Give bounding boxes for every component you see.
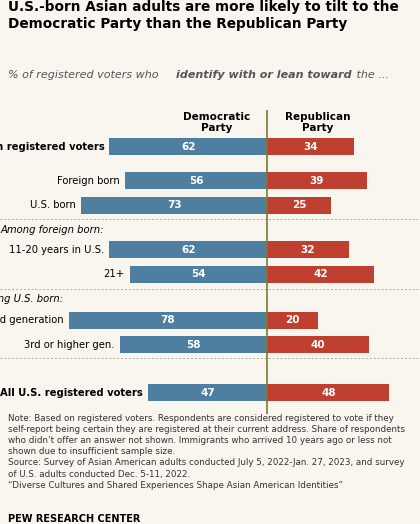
Bar — [267, 196, 331, 214]
Bar — [69, 312, 267, 329]
Text: 62: 62 — [181, 142, 196, 152]
Bar — [267, 312, 318, 329]
Text: 62: 62 — [181, 245, 196, 255]
Text: Republican
Party: Republican Party — [286, 112, 351, 133]
Text: 56: 56 — [189, 176, 203, 185]
Bar — [125, 172, 267, 189]
Text: identify with or lean toward: identify with or lean toward — [176, 70, 352, 80]
Text: All Asian registered voters: All Asian registered voters — [0, 142, 104, 152]
Text: 2nd generation: 2nd generation — [0, 315, 64, 325]
Text: 21+: 21+ — [104, 269, 125, 279]
Bar — [267, 266, 374, 283]
Text: U.S. born: U.S. born — [31, 200, 76, 210]
Bar — [148, 384, 267, 401]
Text: Foreign born: Foreign born — [57, 176, 120, 185]
Bar — [267, 241, 349, 258]
Text: the ...: the ... — [353, 70, 389, 80]
Text: Among U.S. born:: Among U.S. born: — [0, 294, 64, 304]
Bar — [110, 241, 267, 258]
Text: 39: 39 — [310, 176, 324, 185]
Bar — [267, 138, 354, 155]
Bar — [81, 196, 267, 214]
Bar — [130, 266, 267, 283]
Text: 42: 42 — [313, 269, 328, 279]
Text: 20: 20 — [286, 315, 300, 325]
Text: 34: 34 — [303, 142, 318, 152]
Bar — [267, 336, 369, 353]
Text: 25: 25 — [292, 200, 306, 210]
Text: 78: 78 — [161, 315, 175, 325]
Text: U.S.-born Asian adults are more likely to tilt to the
Democratic Party than the : U.S.-born Asian adults are more likely t… — [8, 0, 399, 31]
Text: 73: 73 — [167, 200, 182, 210]
Bar — [120, 336, 267, 353]
Text: 3rd or higher gen.: 3rd or higher gen. — [24, 340, 115, 350]
Text: 32: 32 — [301, 245, 315, 255]
Text: Note: Based on registered voters. Respondents are considered registered to vote : Note: Based on registered voters. Respon… — [8, 414, 405, 489]
Bar — [110, 138, 267, 155]
Bar — [267, 384, 389, 401]
Text: 11-20 years in U.S.: 11-20 years in U.S. — [9, 245, 104, 255]
Text: 58: 58 — [186, 340, 201, 350]
Text: Democratic
Party: Democratic Party — [183, 112, 250, 133]
Text: % of registered voters who: % of registered voters who — [8, 70, 163, 80]
Text: All U.S. registered voters: All U.S. registered voters — [0, 388, 142, 398]
Text: Among foreign born:: Among foreign born: — [1, 225, 104, 235]
Text: 47: 47 — [200, 388, 215, 398]
Bar — [267, 172, 367, 189]
Text: PEW RESEARCH CENTER: PEW RESEARCH CENTER — [8, 514, 141, 524]
Text: 40: 40 — [311, 340, 326, 350]
Text: 54: 54 — [191, 269, 206, 279]
Text: 48: 48 — [321, 388, 336, 398]
